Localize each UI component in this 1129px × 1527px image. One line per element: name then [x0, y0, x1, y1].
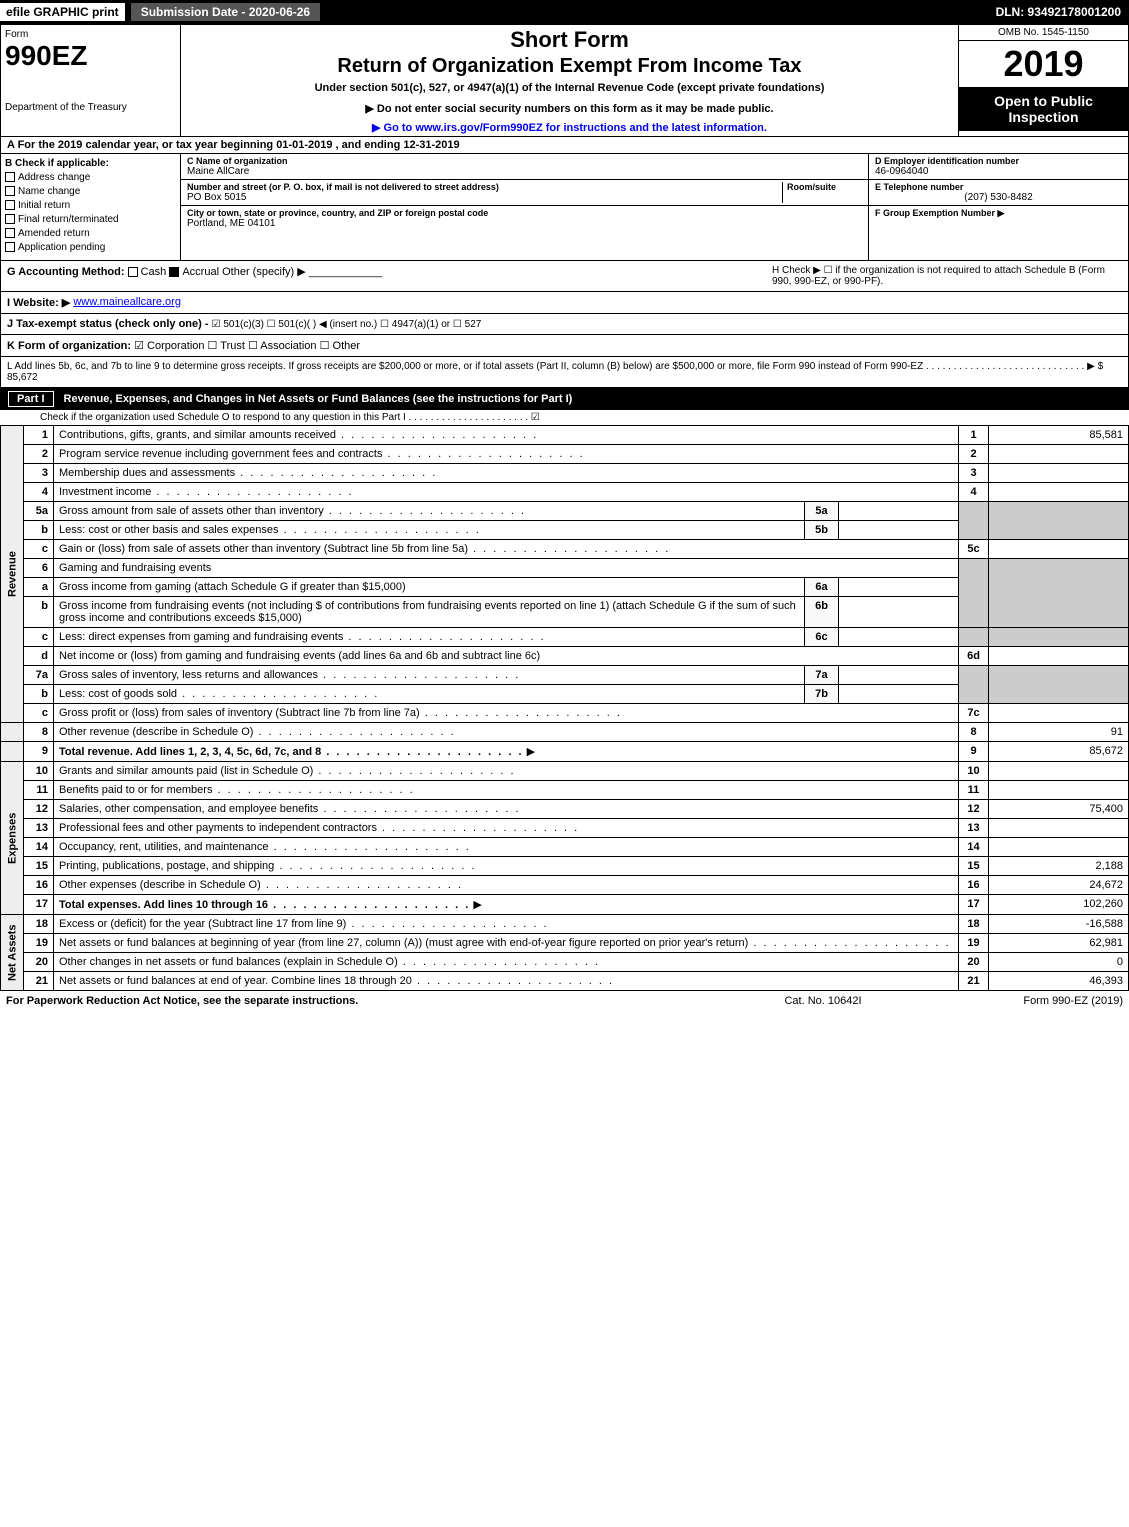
page-footer: For Paperwork Reduction Act Notice, see …: [0, 991, 1129, 1011]
street: PO Box 5015: [187, 192, 782, 203]
part-1-table: Revenue 1 Contributions, gifts, grants, …: [0, 425, 1129, 991]
ein-row: D Employer identification number 46-0964…: [869, 154, 1128, 180]
website-link[interactable]: www.maineallcare.org: [73, 296, 181, 309]
form-ref: Form 990-EZ (2019): [923, 995, 1123, 1007]
revenue-section-label: Revenue: [1, 426, 24, 723]
cb-amended-return[interactable]: Amended return: [5, 228, 176, 239]
part-1-header: Part I Revenue, Expenses, and Changes in…: [0, 388, 1129, 410]
section-def: D Employer identification number 46-0964…: [868, 154, 1128, 260]
section-c: C Name of organization Maine AllCare Num…: [181, 154, 868, 260]
street-label: Number and street (or P. O. box, if mail…: [187, 182, 782, 192]
line-18-value: -16,588: [989, 915, 1129, 934]
org-name-row: C Name of organization Maine AllCare: [181, 154, 868, 180]
cb-application-pending[interactable]: Application pending: [5, 242, 176, 253]
cb-final-return[interactable]: Final return/terminated: [5, 214, 176, 225]
row-gh: G Accounting Method: Cash Accrual Other …: [0, 261, 1129, 292]
line-9-total-revenue: 85,672: [989, 742, 1129, 762]
c-label: C Name of organization: [187, 156, 862, 166]
row-a-tax-year: A For the 2019 calendar year, or tax yea…: [0, 137, 1129, 154]
return-title: Return of Organization Exempt From Incom…: [189, 55, 950, 78]
cb-cash[interactable]: [128, 267, 138, 277]
line-19-value: 62,981: [989, 934, 1129, 953]
row-l-gross-receipts: L Add lines 5b, 6c, and 7b to line 9 to …: [0, 357, 1129, 388]
i-label: I Website: ▶: [7, 296, 70, 309]
row-k-form-of-org: K Form of organization: ☑ Corporation ☐ …: [0, 335, 1129, 357]
form-header: Form 990EZ Department of the Treasury Sh…: [0, 24, 1129, 137]
paperwork-notice: For Paperwork Reduction Act Notice, see …: [6, 995, 723, 1007]
header-right: OMB No. 1545-1150 2019 Open to Public In…: [958, 25, 1128, 136]
cb-initial-return[interactable]: Initial return: [5, 200, 176, 211]
meta-block: B Check if applicable: Address change Na…: [0, 154, 1129, 261]
omb-number: OMB No. 1545-1150: [959, 25, 1128, 41]
cb-address-change[interactable]: Address change: [5, 172, 176, 183]
part-1-check: Check if the organization used Schedule …: [0, 410, 1129, 425]
dln: DLN: 93492178001200: [996, 5, 1129, 19]
phone-row: E Telephone number (207) 530-8482: [869, 180, 1128, 206]
form-number: 990EZ: [5, 40, 176, 72]
irs-link[interactable]: ▶ Go to www.irs.gov/Form990EZ for instru…: [372, 122, 767, 134]
row-i-website: I Website: ▶ www.maineallcare.org: [0, 292, 1129, 314]
line-15-value: 2,188: [989, 857, 1129, 876]
accounting-method: G Accounting Method: Cash Accrual Other …: [7, 265, 772, 287]
street-row: Number and street (or P. O. box, if mail…: [181, 180, 868, 206]
city-label: City or town, state or province, country…: [187, 208, 862, 218]
header-left: Form 990EZ Department of the Treasury: [1, 25, 181, 136]
efile-label: efile GRAPHIC print: [0, 3, 125, 21]
cb-name-change[interactable]: Name change: [5, 186, 176, 197]
goto-link[interactable]: ▶ Go to www.irs.gov/Form990EZ for instru…: [189, 121, 950, 134]
expenses-section-label: Expenses: [1, 762, 24, 915]
room-label: Room/suite: [787, 182, 862, 192]
phone: (207) 530-8482: [875, 192, 1122, 203]
row-j-tax-exempt: J Tax-exempt status (check only one) - ☑…: [0, 314, 1129, 335]
city-row: City or town, state or province, country…: [181, 206, 868, 231]
line-20-value: 0: [989, 953, 1129, 972]
line-21-value: 46,393: [989, 972, 1129, 991]
tax-year: 2019: [959, 41, 1128, 87]
cb-accrual[interactable]: [169, 267, 179, 277]
f-label: F Group Exemption Number ▶: [875, 208, 1122, 219]
org-name: Maine AllCare: [187, 166, 862, 177]
cat-no: Cat. No. 10642I: [723, 995, 923, 1007]
short-form-title: Short Form: [189, 27, 950, 53]
e-label: E Telephone number: [875, 182, 1122, 192]
section-b: B Check if applicable: Address change Na…: [1, 154, 181, 260]
line-12-value: 75,400: [989, 800, 1129, 819]
line-8-value: 91: [989, 723, 1129, 742]
header-center: Short Form Return of Organization Exempt…: [181, 25, 958, 136]
under-section: Under section 501(c), 527, or 4947(a)(1)…: [189, 82, 950, 94]
submission-date: Submission Date - 2020-06-26: [131, 3, 320, 21]
donot-note: ▶ Do not enter social security numbers o…: [189, 102, 950, 115]
ein: 46-0964040: [875, 166, 1122, 177]
open-to-public: Open to Public Inspection: [959, 87, 1128, 131]
part-1-title: Revenue, Expenses, and Changes in Net As…: [64, 393, 1121, 405]
form-label: Form: [5, 29, 176, 40]
line-1-value: 85,581: [989, 426, 1129, 445]
b-label: B Check if applicable:: [5, 158, 176, 169]
d-label: D Employer identification number: [875, 156, 1122, 166]
part-1-num: Part I: [8, 391, 54, 407]
net-assets-section-label: Net Assets: [1, 915, 24, 991]
group-exemption-row: F Group Exemption Number ▶: [869, 206, 1128, 221]
top-bar: efile GRAPHIC print Submission Date - 20…: [0, 0, 1129, 24]
line-16-value: 24,672: [989, 876, 1129, 895]
line-17-total-expenses: 102,260: [989, 895, 1129, 915]
city: Portland, ME 04101: [187, 218, 862, 229]
dept-treasury: Department of the Treasury: [5, 102, 176, 113]
schedule-b-check: H Check ▶ ☐ if the organization is not r…: [772, 265, 1122, 287]
